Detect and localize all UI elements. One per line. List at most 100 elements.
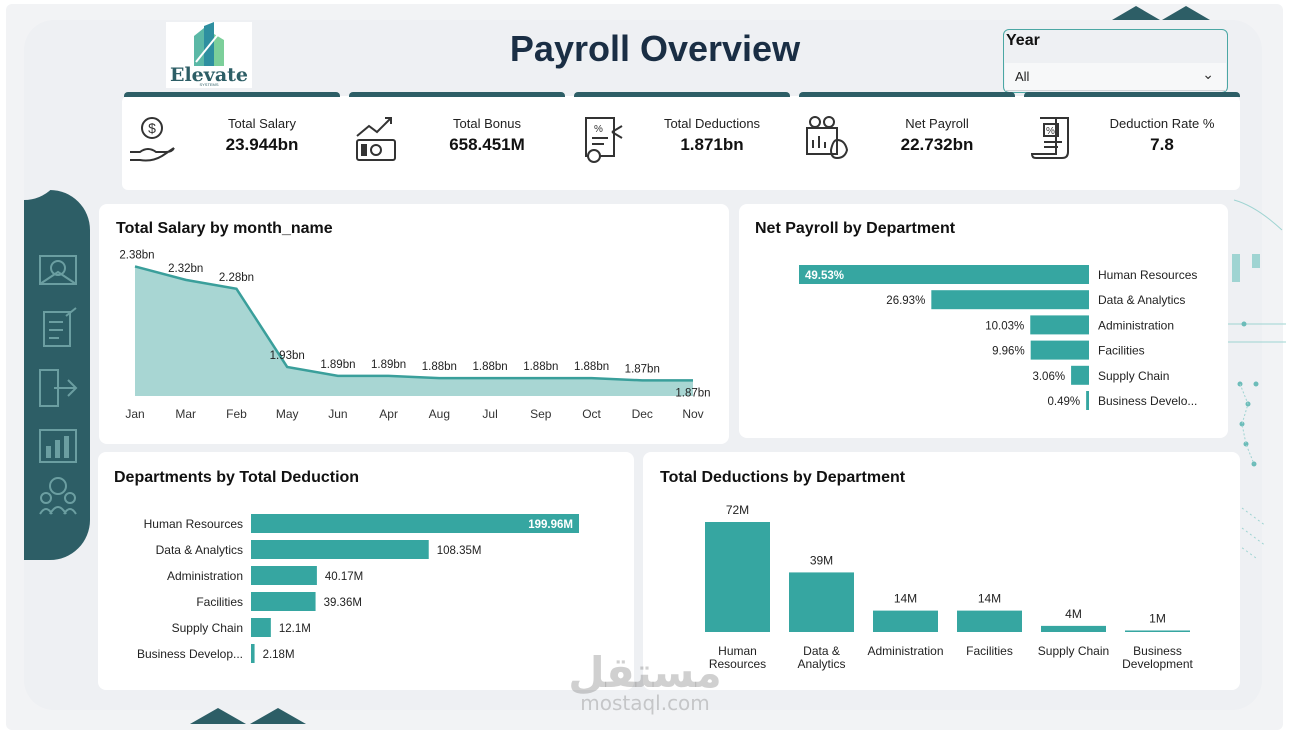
data-label: 26.93% xyxy=(886,295,925,307)
category-label: Facilities xyxy=(966,644,1013,658)
series-line xyxy=(134,265,693,382)
decor-triangle xyxy=(1162,6,1210,20)
svg-text:%: % xyxy=(1046,126,1055,137)
logo-building-icon xyxy=(194,22,224,66)
x-tick-label: Jul xyxy=(482,407,497,421)
bar xyxy=(251,566,317,585)
data-label: 1.88bn xyxy=(523,361,558,373)
x-tick-label: Sep xyxy=(530,407,552,421)
logo-subtext: SYSTEMS xyxy=(199,82,219,87)
kpi-accent-bar xyxy=(799,92,1015,97)
watermark-latin: mostaql.com xyxy=(580,691,710,715)
bar xyxy=(873,610,938,632)
bar xyxy=(1030,315,1089,335)
salary-by-month-card: Total Salary by month_name 2.38bn Jan 2.32… xyxy=(99,204,729,444)
bar xyxy=(1071,365,1089,385)
x-tick-label: Apr xyxy=(379,407,398,421)
x-tick-label: Feb xyxy=(226,407,247,421)
data-label: 1.87bn xyxy=(625,363,660,375)
category-label: Business Develo... xyxy=(1098,394,1197,408)
data-label: 2.28bn xyxy=(219,272,254,284)
watermark-arabic: مستقل xyxy=(568,648,722,697)
deductions-doc-icon: % xyxy=(585,117,623,163)
x-tick-label: Nov xyxy=(682,407,703,421)
x-tick-label: Dec xyxy=(632,407,653,421)
analytics-chart-icon[interactable] xyxy=(36,424,80,468)
category-label: Facilities xyxy=(1098,344,1145,358)
category-label: Administration xyxy=(867,644,943,658)
category-label: Data & xyxy=(803,644,840,658)
chart-title: Departments by Total Deduction xyxy=(114,469,360,486)
x-tick-label: Jun xyxy=(328,407,347,421)
category-label: Supply Chain xyxy=(172,621,243,635)
bar xyxy=(931,290,1089,310)
kpi-value: 1.871bn xyxy=(680,135,744,154)
bonus-cash-icon xyxy=(356,117,396,161)
data-label: 108.35M xyxy=(437,545,482,557)
data-label: 1.89bn xyxy=(320,359,355,371)
kpi-value: 23.944bn xyxy=(225,135,299,154)
x-tick-label: Jan xyxy=(125,407,144,421)
chart-title: Net Payroll by Department xyxy=(755,220,956,237)
x-tick-label: Mar xyxy=(175,407,196,421)
kpi-accent-bar xyxy=(124,92,340,97)
data-label: 14M xyxy=(894,592,917,606)
bar xyxy=(1086,391,1089,410)
year-filter-label: Year xyxy=(1006,32,1040,49)
data-label: 1.89bn xyxy=(371,359,406,371)
bar xyxy=(251,618,271,637)
net-payroll-icon xyxy=(806,116,849,160)
clipboard-icon[interactable] xyxy=(36,306,80,350)
data-label: 0.49% xyxy=(1048,396,1081,408)
kpi-card-total-salary: $ Total Salary 23.944bn xyxy=(124,92,340,190)
logo-wordmark: Elevate xyxy=(169,64,248,86)
data-label: 14M xyxy=(978,592,1001,606)
net-payroll-by-department-card: Net Payroll by Department 49.53% Human Re… xyxy=(739,204,1228,438)
data-label: 1M xyxy=(1149,611,1166,625)
category-label: Human xyxy=(718,644,757,658)
decor-network-lines xyxy=(1226,199,1286,559)
kpi-value: 22.732bn xyxy=(900,135,974,154)
decor-triangle xyxy=(190,708,246,724)
year-dropdown[interactable]: All ⌄ xyxy=(1005,63,1226,91)
kpi-card-deduction-rate: % Deduction Rate % 7.8 xyxy=(1024,92,1240,190)
chart-title: Total Deductions by Department xyxy=(660,469,906,486)
bar xyxy=(1041,625,1106,632)
category-label: Human Resources xyxy=(1098,268,1197,282)
data-label: 10.03% xyxy=(985,320,1024,332)
watermark: مستقل mostaql.com xyxy=(540,648,750,715)
bar xyxy=(251,540,429,559)
bar xyxy=(799,265,1089,284)
x-tick-label: Aug xyxy=(429,407,450,421)
bar xyxy=(705,522,770,632)
kpi-card-net-payroll: Net Payroll 22.732bn xyxy=(799,92,1015,190)
decor-triangle xyxy=(250,708,306,724)
kpi-accent-bar xyxy=(1024,92,1240,97)
category-label: Administration xyxy=(167,569,243,583)
bar xyxy=(957,610,1022,632)
data-label: 199.96M xyxy=(528,519,573,531)
bar xyxy=(251,514,579,533)
exit-door-icon[interactable] xyxy=(36,366,80,410)
deductions-by-department-card: Total Deductions by Department 72M Human R… xyxy=(643,452,1240,690)
team-gear-icon[interactable] xyxy=(36,472,80,516)
data-label: 72M xyxy=(726,503,749,517)
kpi-accent-bar xyxy=(349,92,565,97)
data-label: 2.38bn xyxy=(119,249,154,261)
page-title: Payroll Overview xyxy=(509,28,801,69)
data-label: 2.18M xyxy=(263,649,295,661)
decor-triangle xyxy=(1112,6,1160,20)
net-payroll-bar-chart: 49.53% Human Resources 26.93% Data & Analyt… xyxy=(799,265,1197,410)
data-label: 4M xyxy=(1065,607,1082,621)
category-label: Human Resources xyxy=(144,517,243,531)
chevron-down-icon[interactable]: ⌄ xyxy=(1202,66,1214,82)
data-label: 39M xyxy=(810,553,833,567)
company-logo: Elevate SYSTEMS xyxy=(166,22,252,88)
kpi-value: 7.8 xyxy=(1150,135,1174,154)
bar xyxy=(1125,630,1190,632)
data-label: 1.87bn xyxy=(675,387,710,399)
category-label: Data & Analytics xyxy=(1098,293,1185,307)
category-label: Analytics xyxy=(797,657,845,671)
payroll-envelope-icon[interactable] xyxy=(36,248,80,292)
